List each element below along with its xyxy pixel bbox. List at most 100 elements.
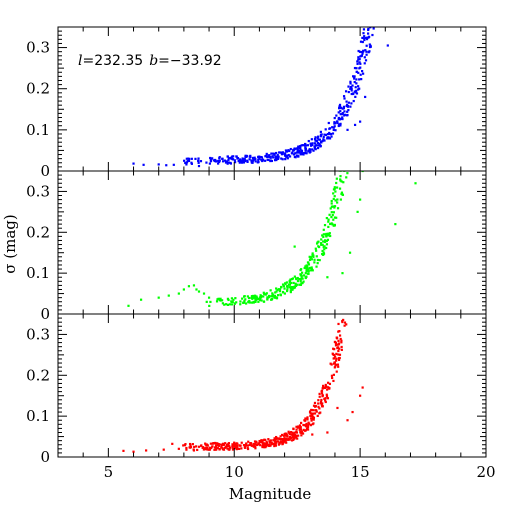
data-point bbox=[251, 301, 254, 304]
data-point bbox=[322, 139, 325, 142]
data-point bbox=[359, 55, 362, 58]
data-point bbox=[365, 44, 368, 47]
data-point bbox=[292, 153, 296, 156]
data-point bbox=[191, 443, 194, 446]
data-point bbox=[226, 297, 230, 300]
data-point bbox=[234, 297, 237, 300]
data-point bbox=[355, 224, 357, 226]
data-point bbox=[321, 243, 324, 246]
data-point bbox=[288, 431, 291, 435]
data-point bbox=[275, 296, 278, 299]
data-point bbox=[270, 159, 273, 163]
data-point bbox=[361, 70, 364, 73]
data-point bbox=[216, 298, 219, 301]
data-point bbox=[276, 153, 279, 157]
data-point bbox=[353, 103, 355, 105]
data-point bbox=[340, 180, 343, 183]
data-point bbox=[285, 438, 288, 441]
data-point bbox=[353, 228, 355, 230]
data-point bbox=[273, 294, 277, 298]
data-point bbox=[349, 242, 351, 244]
data-point bbox=[270, 295, 273, 298]
data-point bbox=[319, 145, 322, 148]
data-point bbox=[242, 161, 245, 164]
data-point bbox=[230, 297, 234, 300]
data-point bbox=[302, 274, 306, 277]
data-point bbox=[317, 240, 320, 243]
data-point bbox=[349, 153, 351, 155]
data-point bbox=[271, 155, 274, 158]
data-point bbox=[351, 110, 353, 112]
outlier-point bbox=[341, 272, 344, 275]
data-point bbox=[357, 145, 359, 147]
data-point bbox=[282, 438, 285, 441]
data-point bbox=[342, 293, 344, 295]
data-point bbox=[289, 278, 292, 281]
data-point bbox=[302, 153, 305, 156]
data-point bbox=[184, 443, 187, 446]
data-point bbox=[282, 434, 285, 437]
data-point bbox=[239, 160, 242, 163]
data-point bbox=[355, 78, 358, 81]
data-point bbox=[304, 265, 307, 268]
data-point bbox=[279, 151, 283, 154]
data-point bbox=[295, 428, 298, 431]
data-point bbox=[260, 441, 263, 444]
outlier-point bbox=[394, 223, 397, 226]
data-point bbox=[218, 157, 221, 160]
y-tick-label: 0.2 bbox=[26, 366, 50, 384]
data-point bbox=[341, 155, 343, 157]
data-point bbox=[352, 225, 354, 227]
data-point bbox=[363, 81, 365, 83]
data-point bbox=[360, 78, 363, 81]
data-point bbox=[340, 162, 342, 164]
data-point bbox=[303, 151, 307, 155]
data-point bbox=[249, 154, 252, 157]
data-point bbox=[364, 59, 368, 62]
data-point bbox=[325, 393, 328, 396]
data-point bbox=[352, 135, 354, 137]
data-point bbox=[231, 300, 234, 303]
data-point bbox=[357, 49, 360, 53]
data-point bbox=[343, 324, 346, 327]
x-axis-label: Magnitude bbox=[229, 485, 312, 503]
data-point bbox=[371, 1, 373, 3]
data-point bbox=[277, 288, 280, 291]
outlier-point bbox=[286, 155, 289, 158]
data-point bbox=[243, 445, 246, 448]
data-point bbox=[294, 152, 297, 155]
data-point bbox=[197, 157, 200, 160]
data-point bbox=[228, 446, 232, 449]
data-point bbox=[341, 142, 343, 144]
data-point bbox=[227, 448, 230, 451]
data-point bbox=[253, 440, 257, 443]
data-point bbox=[239, 303, 242, 306]
data-point bbox=[227, 158, 230, 161]
data-point bbox=[343, 285, 345, 287]
data-point bbox=[269, 439, 272, 442]
data-point bbox=[235, 448, 238, 451]
data-point bbox=[214, 160, 218, 163]
data-point bbox=[330, 211, 333, 214]
data-point bbox=[223, 159, 227, 162]
data-point bbox=[224, 161, 228, 164]
data-point bbox=[345, 276, 347, 278]
data-point bbox=[351, 237, 353, 239]
data-point bbox=[234, 444, 237, 448]
data-point bbox=[305, 275, 308, 278]
data-point bbox=[269, 289, 272, 292]
outlier-point bbox=[361, 171, 364, 173]
data-point bbox=[299, 146, 302, 149]
data-point bbox=[310, 414, 313, 418]
outlier-point bbox=[353, 123, 357, 127]
data-point bbox=[365, 38, 369, 41]
data-point bbox=[307, 424, 310, 427]
data-point bbox=[360, 1, 362, 3]
outlier-point bbox=[167, 294, 170, 297]
data-point bbox=[320, 398, 323, 402]
data-point bbox=[188, 157, 191, 161]
data-point bbox=[270, 443, 273, 446]
data-point bbox=[262, 295, 265, 298]
data-point bbox=[336, 201, 339, 204]
data-point bbox=[367, 32, 370, 35]
